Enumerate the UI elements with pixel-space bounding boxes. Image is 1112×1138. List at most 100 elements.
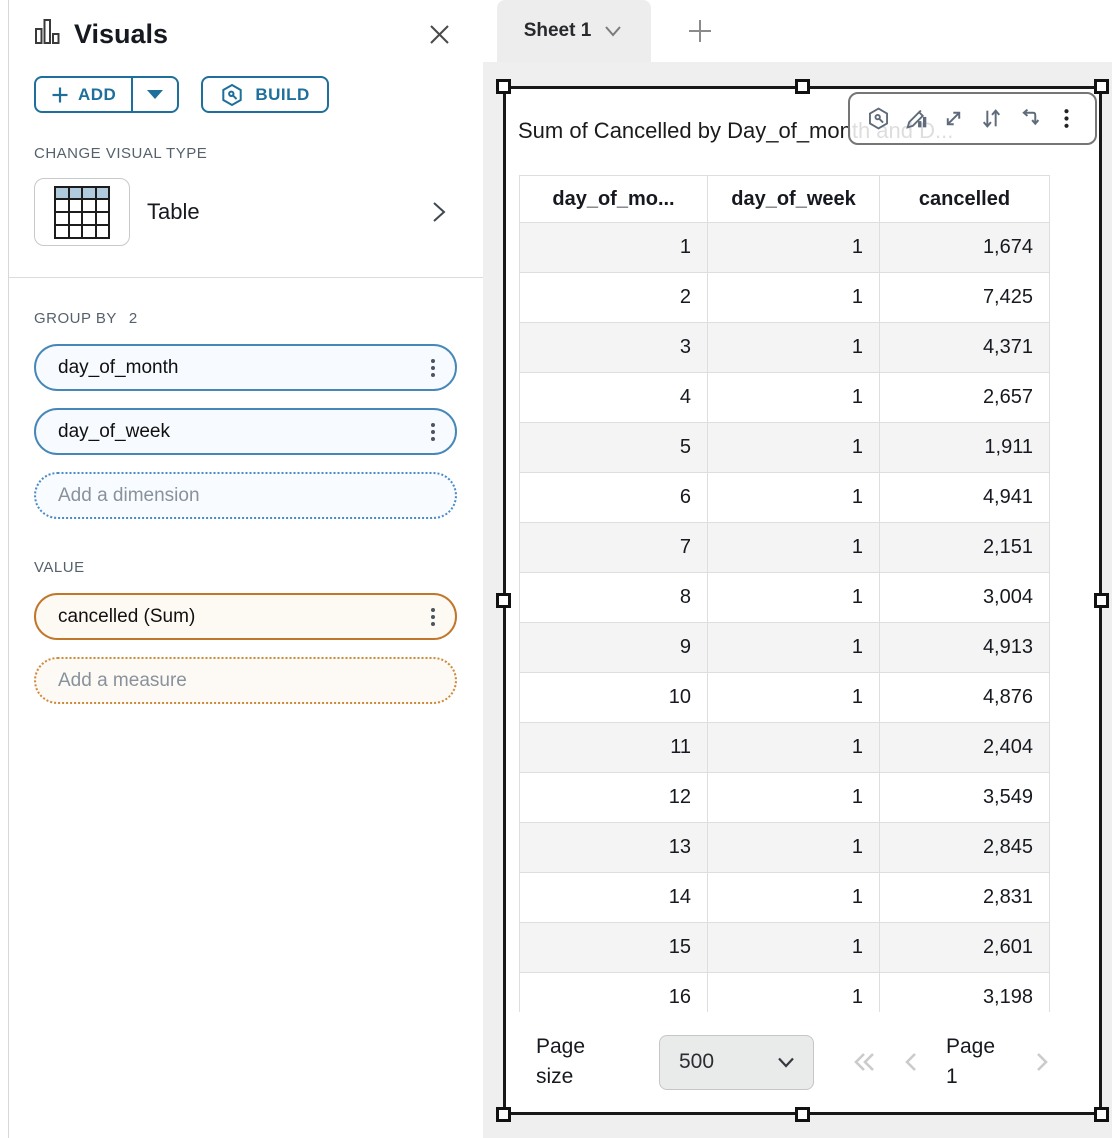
table-cell[interactable]: 9: [520, 623, 708, 673]
table-cell[interactable]: 2,657: [880, 373, 1050, 423]
build-visual-icon[interactable]: [864, 104, 893, 133]
add-button[interactable]: ADD: [36, 78, 131, 111]
table-cell[interactable]: 7,425: [880, 273, 1050, 323]
column-header[interactable]: day_of_mo...: [520, 176, 708, 223]
resize-handle-s[interactable]: [794, 1107, 810, 1122]
table-cell[interactable]: 1: [708, 623, 880, 673]
table-cell[interactable]: 1: [708, 673, 880, 723]
table-cell[interactable]: 1: [708, 773, 880, 823]
format-visual-icon[interactable]: [902, 104, 931, 133]
add-measure-dropzone[interactable]: Add a measure: [34, 657, 457, 704]
page-size-label: Page size: [536, 1034, 586, 1088]
build-button[interactable]: BUILD: [201, 76, 329, 113]
table-cell[interactable]: 2: [520, 273, 708, 323]
panel-title: Visuals: [74, 18, 169, 49]
table-cell[interactable]: 1: [708, 873, 880, 923]
table-cell[interactable]: 14: [520, 873, 708, 923]
table-cell[interactable]: 1: [708, 223, 880, 273]
chevron-right-icon[interactable]: [423, 197, 453, 227]
field-well-cancelled-sum[interactable]: cancelled (Sum): [34, 593, 457, 640]
resize-handle-se[interactable]: [1094, 1107, 1109, 1122]
visual-type-table-tile[interactable]: [34, 178, 130, 246]
table-cell[interactable]: 1: [708, 473, 880, 523]
table-cell[interactable]: 11: [520, 723, 708, 773]
table-cell[interactable]: 16: [520, 973, 708, 1012]
table-row: 1 1 1,674: [520, 223, 1050, 273]
table-cell[interactable]: 10: [520, 673, 708, 723]
maximize-icon[interactable]: [939, 104, 968, 133]
visuals-panel: Visuals ADD BUILD: [0, 0, 483, 1138]
table-cell[interactable]: 1: [708, 923, 880, 973]
resize-handle-w[interactable]: [496, 592, 511, 608]
plus-icon: [689, 20, 711, 42]
resize-handle-n[interactable]: [794, 79, 810, 94]
table-cell[interactable]: 2,404: [880, 723, 1050, 773]
table-cell[interactable]: 5: [520, 423, 708, 473]
add-dropdown-button[interactable]: [131, 78, 177, 111]
page-size-select[interactable]: 500: [659, 1034, 814, 1090]
column-header[interactable]: cancelled: [880, 176, 1050, 223]
resize-handle-e[interactable]: [1094, 592, 1109, 608]
next-page-icon[interactable]: [1027, 1047, 1057, 1077]
previous-page-icon[interactable]: [897, 1047, 927, 1077]
table-cell[interactable]: 1: [520, 223, 708, 273]
table-cell[interactable]: 1,674: [880, 223, 1050, 273]
table-cell[interactable]: 1: [708, 723, 880, 773]
column-header[interactable]: day_of_week: [708, 176, 880, 223]
table-cell[interactable]: 1: [708, 523, 880, 573]
table-cell[interactable]: 1,911: [880, 423, 1050, 473]
chevron-down-icon[interactable]: [602, 20, 624, 42]
menu-kebab-icon[interactable]: [1052, 104, 1081, 133]
table-cell[interactable]: 15: [520, 923, 708, 973]
visual-toolbar: [848, 92, 1097, 145]
kebab-menu-icon[interactable]: [423, 418, 443, 446]
tab-sheet-1[interactable]: Sheet 1: [497, 0, 651, 62]
selected-visual[interactable]: Sum of Cancelled by Day_of_month and D..…: [496, 79, 1109, 1122]
first-page-icon[interactable]: [850, 1047, 880, 1077]
table-cell[interactable]: 8: [520, 573, 708, 623]
resize-handle-nw[interactable]: [496, 79, 511, 94]
flip-arrow-icon[interactable]: [1014, 104, 1043, 133]
table-cell[interactable]: 3,198: [880, 973, 1050, 1012]
table-cell[interactable]: 1: [708, 373, 880, 423]
kebab-menu-icon[interactable]: [423, 354, 443, 382]
table-cell[interactable]: 1: [708, 973, 880, 1012]
field-well-day-of-month[interactable]: day_of_month: [34, 344, 457, 391]
table-cell[interactable]: 3,004: [880, 573, 1050, 623]
table-cell[interactable]: 2,601: [880, 923, 1050, 973]
group-by-label: GROUP BY 2: [34, 310, 138, 327]
kebab-menu-icon[interactable]: [423, 603, 443, 631]
table-cell[interactable]: 2,845: [880, 823, 1050, 873]
field-well-day-of-week[interactable]: day_of_week: [34, 408, 457, 455]
sort-arrows-icon[interactable]: [977, 104, 1006, 133]
table-cell[interactable]: 2,831: [880, 873, 1050, 923]
table-cell[interactable]: 12: [520, 773, 708, 823]
table-cell[interactable]: 4,913: [880, 623, 1050, 673]
table-cell[interactable]: 1: [708, 423, 880, 473]
table-cell[interactable]: 4,876: [880, 673, 1050, 723]
table-cell[interactable]: 4: [520, 373, 708, 423]
close-icon[interactable]: [424, 19, 455, 50]
table-cell[interactable]: 1: [708, 573, 880, 623]
table-cell[interactable]: 1: [708, 323, 880, 373]
add-sheet-button[interactable]: [679, 15, 721, 47]
table-cell[interactable]: 3: [520, 323, 708, 373]
table-row: 11 1 2,404: [520, 723, 1050, 773]
table-cell[interactable]: 7: [520, 523, 708, 573]
table-cell[interactable]: 3,549: [880, 773, 1050, 823]
table-cell[interactable]: 6: [520, 473, 708, 523]
add-dimension-dropzone[interactable]: Add a dimension: [34, 472, 457, 519]
plus-icon: [52, 87, 68, 102]
resize-handle-sw[interactable]: [496, 1107, 511, 1122]
table-row: 9 1 4,913: [520, 623, 1050, 673]
resize-handle-ne[interactable]: [1094, 79, 1109, 94]
table-cell[interactable]: 1: [708, 823, 880, 873]
table-cell[interactable]: 2,151: [880, 523, 1050, 573]
table-cell[interactable]: 4,941: [880, 473, 1050, 523]
value-wells: cancelled (Sum) Add a measure: [34, 593, 457, 704]
table-cell[interactable]: 13: [520, 823, 708, 873]
table-cell[interactable]: 1: [708, 273, 880, 323]
table-row: 6 1 4,941: [520, 473, 1050, 523]
table-cell[interactable]: 4,371: [880, 323, 1050, 373]
table-visual-icon: [54, 185, 110, 239]
